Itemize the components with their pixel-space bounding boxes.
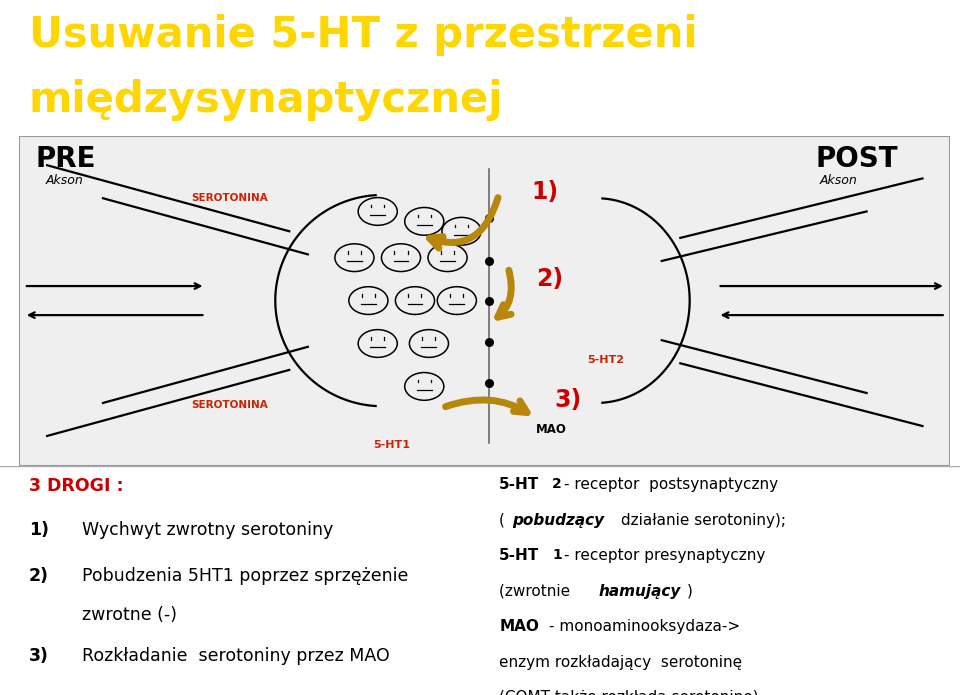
Text: - receptor presynaptyczny: - receptor presynaptyczny — [564, 548, 766, 563]
Text: SEROTONINA: SEROTONINA — [191, 193, 268, 203]
Text: 5-HT1: 5-HT1 — [373, 439, 410, 450]
Text: POST: POST — [815, 145, 898, 174]
Text: międzysynaptycznej: międzysynaptycznej — [29, 79, 503, 121]
FancyArrowPatch shape — [445, 400, 527, 413]
Text: SEROTONINA: SEROTONINA — [191, 400, 268, 410]
Text: 1): 1) — [29, 521, 49, 539]
Text: Akson: Akson — [45, 174, 83, 187]
Text: 5-HT2: 5-HT2 — [588, 355, 624, 365]
Text: MAO: MAO — [499, 619, 540, 635]
Text: hamujący: hamujący — [598, 584, 681, 599]
Text: (COMT także rozkłada serotoninę): (COMT także rozkłada serotoninę) — [499, 690, 758, 695]
Text: pobudzący: pobudzący — [513, 513, 605, 528]
Text: 2): 2) — [29, 566, 49, 584]
FancyBboxPatch shape — [19, 136, 950, 466]
Text: PRE: PRE — [36, 145, 96, 174]
Text: Akson: Akson — [820, 174, 858, 187]
Text: 1): 1) — [532, 179, 559, 204]
Text: Rozkładanie  serotoniny przez MAO: Rozkładanie serotoniny przez MAO — [82, 647, 390, 665]
Text: 3): 3) — [29, 647, 49, 665]
Text: (: ( — [499, 513, 505, 528]
Text: 2): 2) — [536, 268, 564, 291]
Text: ): ) — [686, 584, 692, 599]
Text: Pobudzenia 5HT1 poprzez sprzężenie: Pobudzenia 5HT1 poprzez sprzężenie — [82, 566, 408, 584]
Text: (zwrotnie: (zwrotnie — [499, 584, 575, 599]
FancyArrowPatch shape — [429, 197, 498, 248]
Text: Usuwanie 5-HT z przestrzeni: Usuwanie 5-HT z przestrzeni — [29, 13, 697, 56]
Text: - receptor  postsynaptyczny: - receptor postsynaptyczny — [564, 477, 779, 492]
Text: 3): 3) — [555, 388, 582, 411]
Text: 2: 2 — [552, 477, 562, 491]
Text: działanie serotoniny);: działanie serotoniny); — [616, 513, 786, 528]
Text: enzym rozkładający  serotoninę: enzym rozkładający serotoninę — [499, 655, 742, 670]
Text: - monoaminooksydaza->: - monoaminooksydaza-> — [549, 619, 740, 635]
Text: 5-HT: 5-HT — [499, 477, 540, 492]
Text: zwrotne (-): zwrotne (-) — [82, 605, 177, 623]
Text: Wychwyt zwrotny serotoniny: Wychwyt zwrotny serotoniny — [82, 521, 333, 539]
FancyArrowPatch shape — [497, 270, 512, 317]
Text: 1: 1 — [552, 548, 562, 562]
Text: 5-HT: 5-HT — [499, 548, 540, 563]
Text: MAO: MAO — [536, 423, 567, 436]
Text: 3 DROGI :: 3 DROGI : — [29, 477, 124, 495]
